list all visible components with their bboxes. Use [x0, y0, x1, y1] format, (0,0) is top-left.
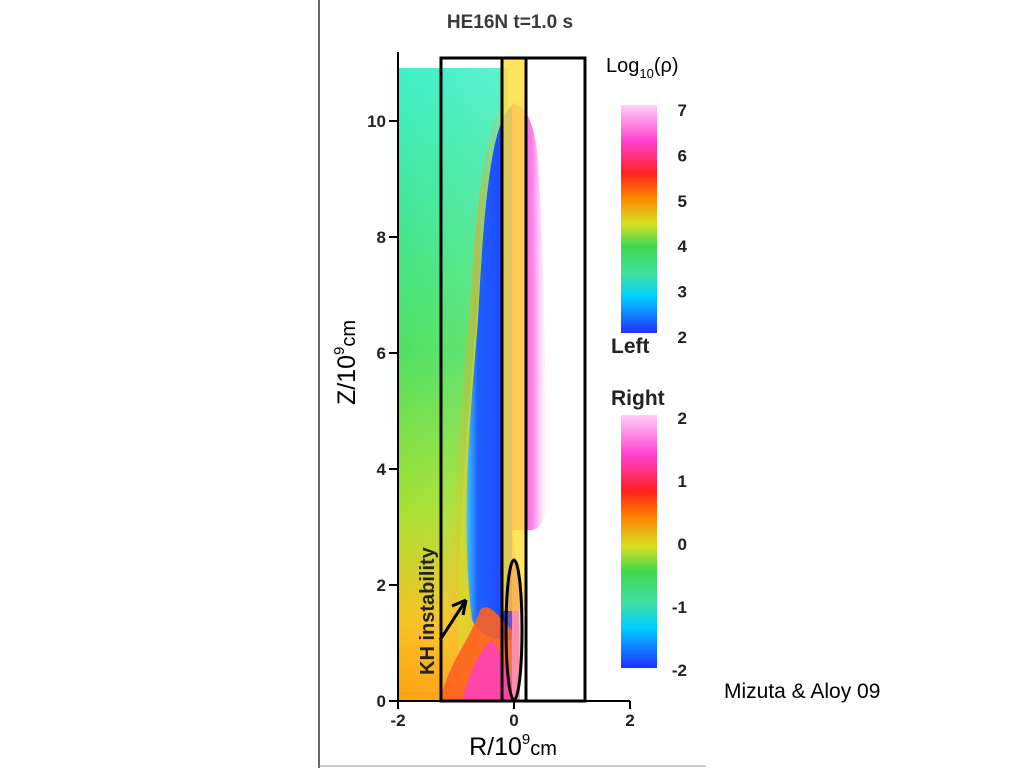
colorbar-tick-label: 2	[678, 409, 687, 428]
y-tick-label: 2	[377, 576, 386, 595]
panel-label-left: Left	[611, 335, 650, 358]
y-tick-group: 0 2 4 6 8 10	[367, 112, 398, 711]
y-tick-label: 0	[377, 692, 386, 711]
x-axis-label: R/109cm	[469, 731, 557, 761]
x-tick-label: 2	[625, 711, 634, 730]
colorbar-tick-label: -1	[672, 598, 687, 617]
y-tick-label: 4	[377, 460, 387, 479]
colorbar-tick-label: 7	[678, 101, 687, 120]
annotation-arrow	[438, 599, 468, 641]
annotation-label: KH instability	[417, 546, 439, 675]
colorbar-title: Log10(ρ)	[606, 55, 679, 81]
panel-label-right: Right	[611, 387, 665, 410]
colorbar-right	[621, 415, 657, 668]
x-tick-group: -2 0 2	[390, 701, 635, 730]
y-tick-label: 6	[377, 344, 386, 363]
x-tick-label: 0	[509, 711, 518, 730]
overlay-ellipse	[504, 558, 524, 702]
x-tick-label: -2	[390, 711, 405, 730]
colorbar-left	[621, 105, 657, 333]
colorbar-right-ticks: 2 1 0 -1 -2	[672, 409, 687, 680]
colorbar-tick-label: 3	[678, 283, 687, 302]
colorbar-tick-label: 5	[678, 192, 687, 211]
chart-title: HE16N t=1.0 s	[447, 12, 573, 33]
y-tick-label: 8	[377, 228, 386, 247]
y-axis-label: Z/109cm	[331, 320, 361, 405]
kh-annotation: KH instability	[417, 546, 468, 675]
colorbar-tick-label: 2	[678, 328, 687, 347]
colorbar-tick-label: 6	[678, 146, 687, 165]
annotation-arrowhead	[451, 598, 468, 616]
colorbar-left-ticks: 7 6 5 4 3 2	[678, 101, 688, 347]
colorbar-tick-label: 4	[678, 237, 688, 256]
figure-credit: Mizuta & Aloy 09	[724, 680, 880, 703]
y-tick-label: 10	[367, 112, 386, 131]
colorbar-tick-label: -2	[672, 661, 687, 680]
colorbar-tick-label: 0	[678, 535, 687, 554]
colorbar-tick-label: 1	[678, 472, 687, 491]
